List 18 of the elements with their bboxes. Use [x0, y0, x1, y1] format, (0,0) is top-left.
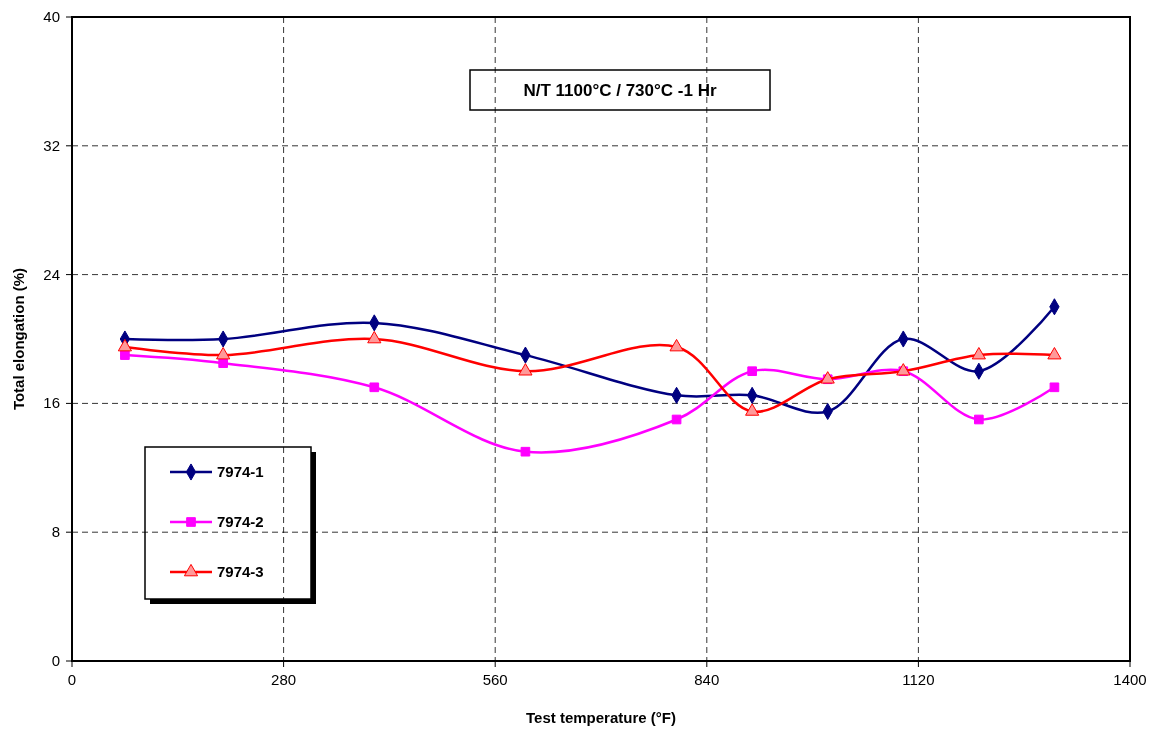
y-axis-title: Total elongation (%) — [10, 267, 27, 411]
x-tick-label: 560 — [482, 671, 508, 688]
x-axis-title: Test temperature (°F) — [526, 709, 676, 726]
y-tick-label: 32 — [43, 136, 60, 154]
x-tick-label: 1120 — [902, 671, 935, 688]
y-tick-label: 40 — [43, 8, 60, 25]
legend-label: 7974-2 — [217, 513, 264, 530]
legend-label: 7974-3 — [217, 563, 264, 580]
x-tick-label: 840 — [694, 671, 720, 688]
x-tick-label: 0 — [67, 671, 77, 688]
y-tick-label: 16 — [43, 394, 60, 412]
text: N/T 1100°C / 730°C -1 Hr — [523, 81, 717, 100]
legend-label: 7974-1 — [217, 463, 264, 480]
x-tick-label: 1400 — [1113, 671, 1147, 688]
x-tick-label: 280 — [271, 671, 297, 688]
y-tick-label: 24 — [43, 265, 60, 283]
y-tick-label: 0 — [51, 652, 60, 669]
y-tick-label: 8 — [51, 523, 60, 541]
